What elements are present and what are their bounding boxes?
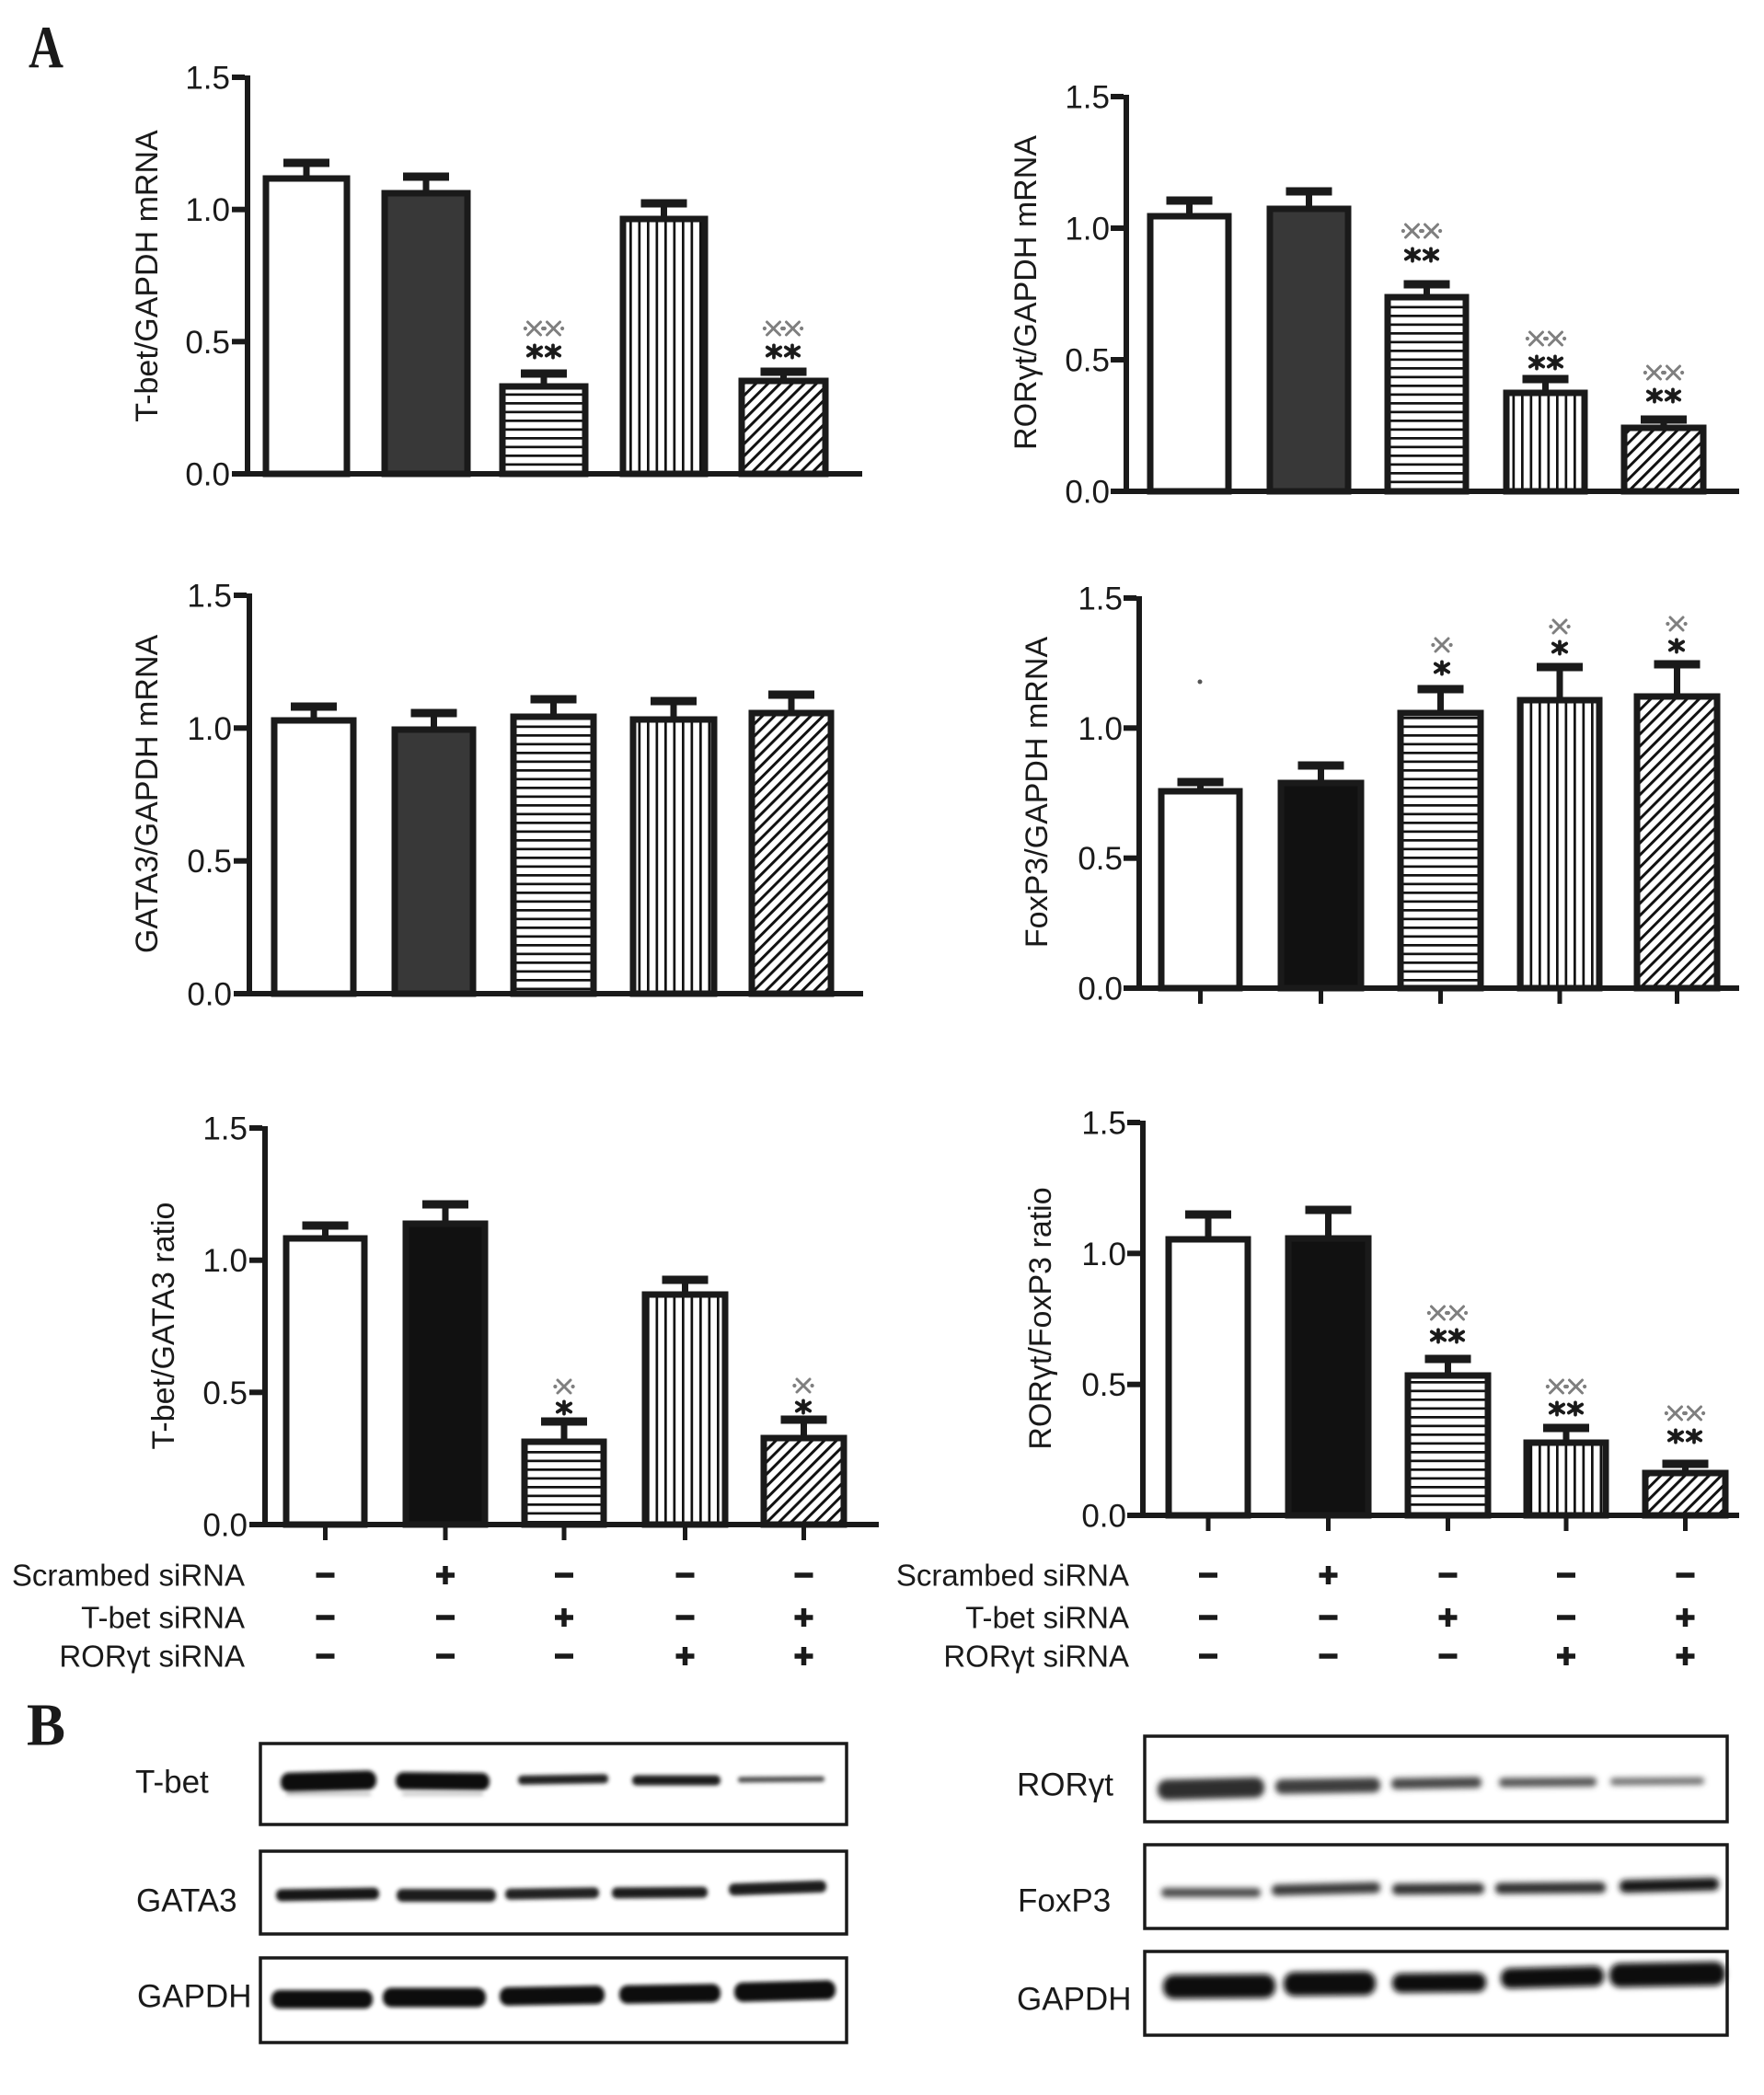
svg-text:0.5: 0.5 [202,1376,248,1411]
svg-text:FoxP3: FoxP3 [1018,1883,1111,1919]
svg-text:0.5: 0.5 [185,325,230,361]
svg-text:1.5: 1.5 [1065,80,1110,116]
svg-text:1.0: 1.0 [1081,1237,1126,1272]
svg-text:RORγt/GAPDH mRNA: RORγt/GAPDH mRNA [1009,135,1043,450]
svg-text:1.5: 1.5 [1081,1106,1126,1142]
svg-text:1.0: 1.0 [185,192,230,228]
svg-text:GAPDH: GAPDH [137,1979,251,2015]
svg-text:A: A [29,15,63,82]
svg-text:0.0: 0.0 [185,457,230,493]
svg-text:Scrambed siRNA: Scrambed siRNA [896,1559,1129,1593]
svg-text:1.0: 1.0 [1065,212,1110,247]
svg-text:RORγt siRNA: RORγt siRNA [59,1640,245,1674]
svg-text:T-bet siRNA: T-bet siRNA [81,1601,245,1635]
svg-text:Scrambed siRNA: Scrambed siRNA [12,1559,245,1593]
svg-text:RORγt siRNA: RORγt siRNA [943,1640,1129,1674]
svg-text:GATA3: GATA3 [136,1883,237,1919]
svg-text:T-bet: T-bet [135,1765,209,1801]
svg-text:1.0: 1.0 [187,711,232,747]
svg-text:FoxP3/GAPDH mRNA: FoxP3/GAPDH mRNA [1020,637,1055,948]
svg-text:T-bet/GAPDH mRNA: T-bet/GAPDH mRNA [130,130,165,422]
svg-text:RORγt/FoxP3 ratio: RORγt/FoxP3 ratio [1023,1187,1058,1449]
svg-text:1.5: 1.5 [202,1111,248,1147]
svg-text:T-bet siRNA: T-bet siRNA [965,1601,1129,1635]
svg-text:0.0: 0.0 [187,977,232,1013]
svg-text:T-bet/GATA3 ratio: T-bet/GATA3 ratio [146,1203,181,1450]
svg-text:0.5: 0.5 [1078,841,1123,877]
svg-text:RORγt: RORγt [1017,1767,1113,1803]
svg-text:1.5: 1.5 [1078,581,1123,617]
svg-text:B: B [27,1692,65,1759]
svg-text:1.5: 1.5 [187,579,232,615]
svg-text:0.5: 0.5 [1081,1367,1126,1403]
svg-text:GATA3/GAPDH mRNA: GATA3/GAPDH mRNA [130,635,165,954]
svg-text:1.5: 1.5 [185,61,230,97]
svg-text:0.0: 0.0 [202,1508,248,1544]
svg-text:0.5: 0.5 [1065,343,1110,379]
svg-text:1.0: 1.0 [1078,711,1123,747]
svg-text:0.5: 0.5 [187,844,232,880]
svg-text:0.0: 0.0 [1081,1499,1126,1535]
svg-text:0.0: 0.0 [1078,972,1123,1007]
svg-text:1.0: 1.0 [202,1243,248,1279]
svg-text:GAPDH: GAPDH [1017,1982,1131,2018]
svg-text:0.0: 0.0 [1065,475,1110,511]
